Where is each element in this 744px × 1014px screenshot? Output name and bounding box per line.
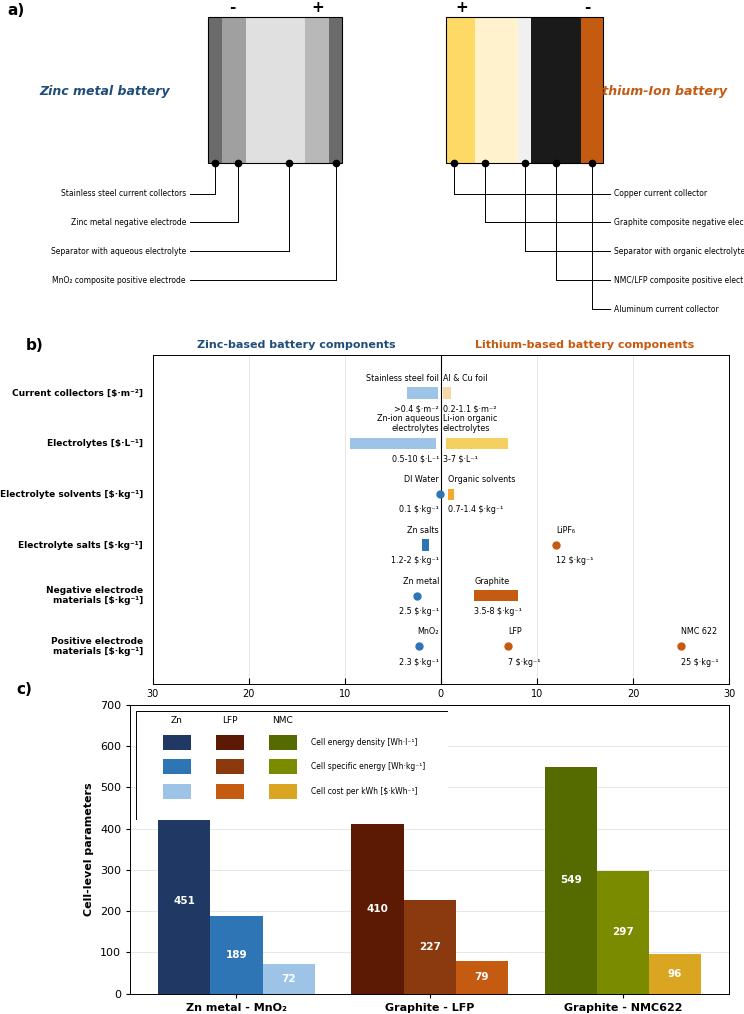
Text: Current collectors [$·m⁻²]: Current collectors [$·m⁻²] — [12, 388, 143, 397]
Text: b): b) — [25, 339, 43, 354]
Text: 189: 189 — [225, 950, 247, 959]
Text: 0.5-10 $·L⁻¹: 0.5-10 $·L⁻¹ — [391, 454, 439, 463]
Text: Positive electrode
materials [$·kg⁻¹]: Positive electrode materials [$·kg⁻¹] — [51, 637, 143, 656]
Text: Electrolytes [$·L⁻¹]: Electrolytes [$·L⁻¹] — [47, 439, 143, 448]
Text: 72: 72 — [281, 973, 296, 984]
Text: 96: 96 — [668, 969, 682, 979]
Text: LiPF₆: LiPF₆ — [557, 526, 575, 534]
Bar — [158, 807, 211, 994]
Bar — [407, 387, 438, 399]
Text: Aluminum current collector: Aluminum current collector — [614, 304, 719, 313]
Text: +: + — [312, 0, 324, 15]
Text: +: + — [455, 0, 469, 15]
Text: 0.1 $·kg⁻¹: 0.1 $·kg⁻¹ — [399, 505, 439, 514]
Text: Zinc metal battery: Zinc metal battery — [39, 85, 170, 98]
Text: Lithium-Ion battery: Lithium-Ion battery — [590, 85, 727, 98]
Text: 2.5 $·kg⁻¹: 2.5 $·kg⁻¹ — [399, 606, 439, 615]
X-axis label: Cost of battery component: Cost of battery component — [357, 705, 525, 715]
Text: 25 $·kg⁻¹: 25 $·kg⁻¹ — [681, 657, 719, 666]
Bar — [446, 438, 508, 449]
Bar — [222, 17, 246, 163]
Text: Graphite: Graphite — [475, 577, 510, 585]
Text: Stainless steel current collectors: Stainless steel current collectors — [61, 190, 186, 198]
Text: -: - — [584, 0, 590, 15]
Text: a): a) — [7, 3, 25, 18]
Text: NMC/LFP composite positive electrode: NMC/LFP composite positive electrode — [614, 276, 744, 285]
Text: 3.5-8 $·kg⁻¹: 3.5-8 $·kg⁻¹ — [475, 606, 522, 615]
Bar — [350, 438, 436, 449]
Text: Separator with aqueous electrolyte: Separator with aqueous electrolyte — [51, 246, 186, 256]
Bar — [263, 964, 315, 994]
Bar — [211, 916, 263, 994]
Bar — [208, 17, 222, 163]
Text: c): c) — [16, 681, 32, 697]
Text: Graphite composite negative electrode: Graphite composite negative electrode — [614, 218, 744, 227]
Bar — [446, 17, 475, 163]
Bar — [597, 871, 649, 994]
Text: 410: 410 — [367, 904, 388, 914]
Text: 1.2-2 $·kg⁻¹: 1.2-2 $·kg⁻¹ — [391, 556, 439, 565]
Bar — [443, 387, 452, 399]
Text: 549: 549 — [559, 875, 582, 885]
Bar — [208, 17, 342, 163]
Bar — [305, 17, 329, 163]
Bar — [422, 539, 429, 551]
Text: Stainless steel foil: Stainless steel foil — [366, 374, 439, 382]
Text: LFP: LFP — [508, 628, 522, 637]
Text: 3-7 $·L⁻¹: 3-7 $·L⁻¹ — [443, 454, 478, 463]
Text: 2.3 $·kg⁻¹: 2.3 $·kg⁻¹ — [399, 657, 439, 666]
Text: Lithium-based battery components: Lithium-based battery components — [475, 340, 695, 350]
Y-axis label: Cell-level parameters: Cell-level parameters — [85, 783, 94, 916]
Text: Copper current collector: Copper current collector — [614, 190, 707, 198]
Bar — [475, 17, 519, 163]
Text: 7 $·kg⁻¹: 7 $·kg⁻¹ — [508, 657, 541, 666]
Text: 227: 227 — [419, 942, 440, 952]
Text: -: - — [229, 0, 236, 15]
Bar — [545, 767, 597, 994]
Text: Zn-ion aqueous
electrolytes: Zn-ion aqueous electrolytes — [376, 414, 439, 433]
Text: Zinc metal negative electrode: Zinc metal negative electrode — [71, 218, 186, 227]
Text: Organic solvents: Organic solvents — [448, 476, 515, 484]
Text: Electrolyte solvents [$·kg⁻¹]: Electrolyte solvents [$·kg⁻¹] — [0, 490, 143, 499]
Text: Zn metal: Zn metal — [403, 577, 439, 585]
Bar — [581, 17, 603, 163]
Text: 451: 451 — [173, 895, 195, 906]
Text: MnO₂: MnO₂ — [417, 628, 439, 637]
Text: 12 $·kg⁻¹: 12 $·kg⁻¹ — [557, 556, 594, 565]
Text: Electrolyte salts [$·kg⁻¹]: Electrolyte salts [$·kg⁻¹] — [18, 540, 143, 550]
Bar — [246, 17, 305, 163]
Text: 79: 79 — [475, 972, 489, 983]
Text: MnO₂ composite positive electrode: MnO₂ composite positive electrode — [53, 276, 186, 285]
Text: 0.2-1.1 $·m⁻²: 0.2-1.1 $·m⁻² — [443, 404, 496, 413]
Text: Zn salts: Zn salts — [407, 526, 439, 534]
Text: Li-ion organic
electrolytes: Li-ion organic electrolytes — [443, 414, 497, 433]
Bar — [351, 824, 403, 994]
Bar — [530, 17, 581, 163]
Text: Al & Cu foil: Al & Cu foil — [443, 374, 487, 382]
Text: 297: 297 — [612, 928, 634, 937]
Text: >0.4 $·m⁻²: >0.4 $·m⁻² — [394, 404, 439, 413]
Text: Separator with organic electrolyte: Separator with organic electrolyte — [614, 246, 744, 256]
Bar — [519, 17, 530, 163]
Bar — [403, 900, 456, 994]
Bar — [329, 17, 342, 163]
Bar — [446, 17, 603, 163]
Text: NMC 622: NMC 622 — [681, 628, 717, 637]
Text: DI Water: DI Water — [404, 476, 439, 484]
Bar — [475, 590, 518, 601]
Bar — [456, 961, 508, 994]
Text: Zinc-based battery components: Zinc-based battery components — [197, 340, 396, 350]
Bar — [448, 489, 455, 500]
Text: Negative electrode
materials [$·kg⁻¹]: Negative electrode materials [$·kg⁻¹] — [46, 586, 143, 605]
Bar — [649, 954, 701, 994]
Text: 0.7-1.4 $·kg⁻¹: 0.7-1.4 $·kg⁻¹ — [448, 505, 503, 514]
